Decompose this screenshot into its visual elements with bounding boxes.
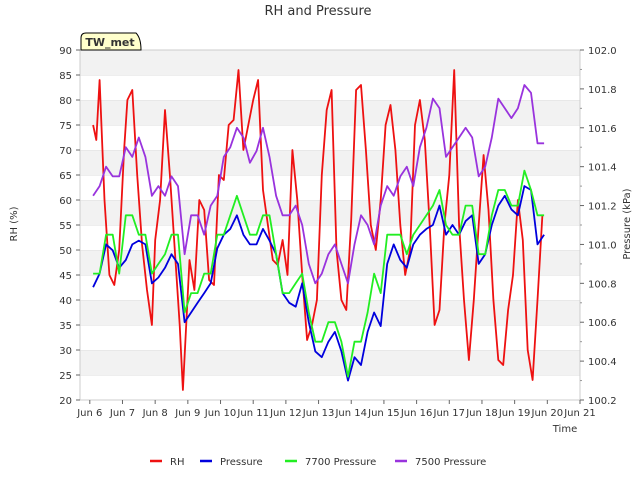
grid-band xyxy=(80,375,580,400)
x-tick-label: Jun 12 xyxy=(269,408,302,419)
legend-label: 7500 Pressure xyxy=(415,457,486,468)
chart-title: RH and Pressure xyxy=(264,4,371,19)
x-tick-label: Jun 18 xyxy=(465,408,498,419)
x-tick-label: Jun 7 xyxy=(109,408,135,419)
x-tick-label: Jun 13 xyxy=(302,408,335,419)
y-right-tick-label: 100.2 xyxy=(588,396,617,407)
y-left-tick-label: 75 xyxy=(59,121,72,132)
y-left-tick-label: 90 xyxy=(59,46,72,57)
y-axis-right-label: Pressure (kPa) xyxy=(622,188,633,259)
y-left-tick-label: 60 xyxy=(59,196,72,207)
y-right-tick-label: 101.0 xyxy=(588,240,617,251)
series-line-7700-pressure xyxy=(93,169,545,378)
x-tick-label: Jun 20 xyxy=(531,408,564,419)
x-axis-label: Time xyxy=(552,424,577,435)
x-tick-label: Jun 8 xyxy=(142,408,168,419)
y-left-tick-label: 35 xyxy=(59,321,72,332)
y-left-tick-label: 65 xyxy=(59,171,72,182)
y-left-tick-label: 80 xyxy=(59,96,72,107)
series-line-pressure xyxy=(92,185,545,382)
y-left-tick-label: 20 xyxy=(59,396,72,407)
grid-band xyxy=(80,350,580,375)
x-tick-label: Jun 16 xyxy=(400,408,433,419)
axes: 20 25 30 35 40 45 50 55 60 65 70 75 80 85 90 100.2 100.4… xyxy=(59,46,616,419)
station-label-box: TW_met xyxy=(80,32,142,51)
grid-band xyxy=(80,125,580,150)
x-tick-label: Jun 21 xyxy=(563,408,596,419)
grid-band xyxy=(80,225,580,250)
y-right-tick-label: 101.6 xyxy=(588,124,617,135)
grid-band xyxy=(80,50,580,75)
legend: RH Pressure 7700 Pressure 7500 Pressure xyxy=(150,457,486,468)
y-left-tick-label: 45 xyxy=(59,271,72,282)
y-left-tick-label: 40 xyxy=(59,296,72,307)
y-left-tick-label: 70 xyxy=(59,146,72,157)
y-left-tick-label: 55 xyxy=(59,221,72,232)
y-right-tick-label: 102.0 xyxy=(588,46,617,57)
x-tick-label: Jun 6 xyxy=(76,408,102,419)
grid-band xyxy=(80,300,580,325)
y-axis-left-label: RH (%) xyxy=(9,206,20,241)
series-line-7500-pressure xyxy=(92,84,545,285)
grid-band xyxy=(80,200,580,225)
y-right-tick-label: 101.4 xyxy=(588,163,617,174)
x-tick-label: Jun 15 xyxy=(367,408,400,419)
y-right-tick-label: 101.2 xyxy=(588,202,617,213)
y-left-tick-label: 30 xyxy=(59,346,72,357)
legend-label: 7700 Pressure xyxy=(305,457,376,468)
x-tick-label: Jun 19 xyxy=(498,408,531,419)
legend-label: Pressure xyxy=(220,457,263,468)
y-right-tick-label: 100.4 xyxy=(588,357,617,368)
x-tick-label: Jun 14 xyxy=(334,408,367,419)
x-tick-label: Jun 17 xyxy=(433,408,466,419)
grid-band xyxy=(80,150,580,175)
y-right-tick-label: 100.8 xyxy=(588,279,617,290)
x-tick-label: Jun 11 xyxy=(236,408,269,419)
legend-label: RH xyxy=(170,457,184,468)
grid-band xyxy=(80,275,580,300)
series-layer xyxy=(92,69,545,391)
y-right-tick-label: 100.6 xyxy=(588,318,617,329)
grid-band xyxy=(80,100,580,125)
x-tick-label: Jun 9 xyxy=(174,408,200,419)
y-right-tick-label: 101.8 xyxy=(588,85,617,96)
y-left-tick-label: 25 xyxy=(59,371,72,382)
y-left-tick-label: 50 xyxy=(59,246,72,257)
station-label: TW_met xyxy=(85,36,134,49)
y-left-tick-label: 85 xyxy=(59,71,72,82)
x-tick-label: Jun 10 xyxy=(204,408,237,419)
